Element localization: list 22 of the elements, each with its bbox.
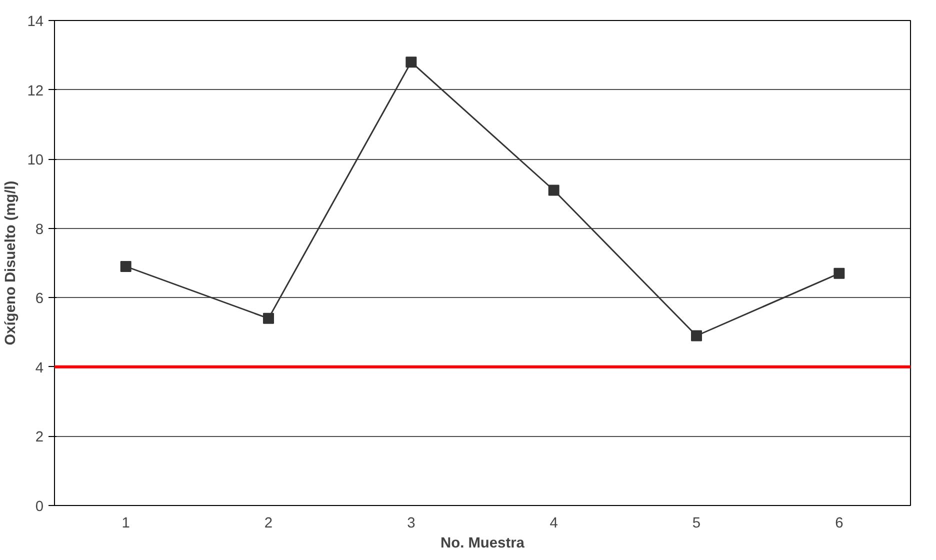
point — [263, 312, 274, 324]
point — [834, 268, 845, 279]
point — [120, 260, 132, 272]
x-axis-title: No. Muestra — [440, 536, 526, 552]
y-tick-label: 2 — [35, 430, 44, 446]
point — [691, 330, 702, 342]
point — [406, 56, 417, 68]
x-tick-label: 3 — [407, 516, 416, 532]
point — [548, 184, 560, 196]
x-tick-label: 2 — [264, 516, 273, 532]
x-tick-label: 5 — [692, 516, 701, 532]
y-tick-label: 0 — [35, 499, 44, 515]
y-tick-label: 8 — [35, 222, 44, 238]
y-tick-label: 4 — [35, 360, 44, 376]
y-tick-label: 12 — [27, 83, 44, 100]
y-tick-label: 10 — [27, 152, 44, 169]
y-tick-label: 6 — [35, 291, 44, 308]
x-tick-label: 6 — [835, 516, 844, 532]
x-tick-label: 4 — [550, 516, 558, 532]
x-tick-label: 1 — [122, 516, 130, 532]
y-tick-label: 14 — [27, 14, 44, 30]
y-axis-title: Oxígeno Disuelto (mg/l) — [3, 180, 20, 346]
